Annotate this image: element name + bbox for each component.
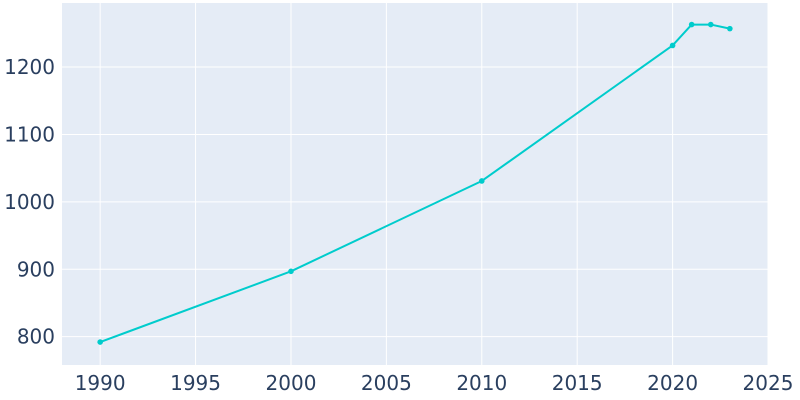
y-tick-label: 1000 [4,190,55,214]
series-layer [97,21,733,345]
x-tick-label: 2010 [456,371,507,395]
x-tick-label: 2000 [266,371,317,395]
x-tick-label: 1995 [170,371,221,395]
y-tick-label: 1200 [4,55,55,79]
y-tick-label: 1100 [4,122,55,146]
data-point [688,21,695,28]
x-axis-tick-labels: 1990 1995 2000 2005 2010 2015 2020 2025 [75,371,794,395]
y-gridlines [62,66,768,338]
x-tick-label: 2005 [361,371,412,395]
data-point [707,21,714,28]
x-gridlines [99,3,769,365]
x-tick-label: 2025 [743,371,794,395]
data-point [288,268,294,275]
data-point [97,339,103,345]
y-axis-tick-labels: 800 900 1000 1100 1200 [4,55,55,349]
x-tick-label: 2020 [647,371,698,395]
x-tick-label: 2015 [552,371,603,395]
x-tick-label: 1990 [75,371,126,395]
y-tick-label: 800 [17,325,55,349]
y-tick-label: 900 [17,257,55,281]
data-point [478,178,485,184]
plot-area-background [62,3,768,365]
data-point [727,25,733,32]
data-point [669,42,676,49]
